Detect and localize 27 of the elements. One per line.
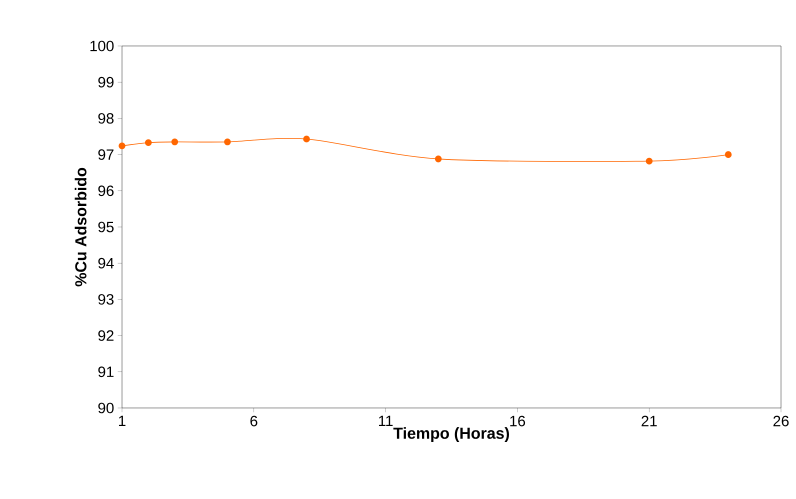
point	[724, 151, 732, 158]
x-tick-label: 16	[510, 416, 526, 426]
y-tick-label: 90	[98, 402, 114, 414]
x-axis-title: Tiempo (Horas)	[393, 427, 510, 442]
x-tick-label: 11	[378, 416, 393, 426]
x-tick-label: 26	[773, 416, 789, 426]
point	[224, 138, 231, 146]
point	[118, 142, 126, 150]
y-tick-label: 93	[98, 294, 114, 305]
point	[171, 138, 178, 146]
y-tick-label: 97	[98, 149, 114, 160]
point	[144, 139, 152, 146]
y-axis-title: %Cu Adsorbido	[74, 168, 86, 286]
y-tick-label: 92	[98, 330, 114, 341]
point	[646, 158, 653, 164]
x-tick-label: 1	[118, 416, 126, 426]
y-tick-label: 95	[98, 222, 114, 232]
y-tick-label: 94	[98, 258, 114, 268]
y-tick-label: 100	[90, 40, 114, 52]
y-tick-label: 99	[98, 76, 114, 88]
x-tick-label: 6	[250, 416, 258, 426]
y-tick-label: 91	[98, 366, 114, 378]
y-tick-label: 96	[98, 185, 114, 196]
y-tick-label: 98	[98, 113, 114, 124]
point	[434, 156, 442, 162]
point	[303, 136, 310, 142]
x-tick-label: 21	[642, 416, 657, 426]
